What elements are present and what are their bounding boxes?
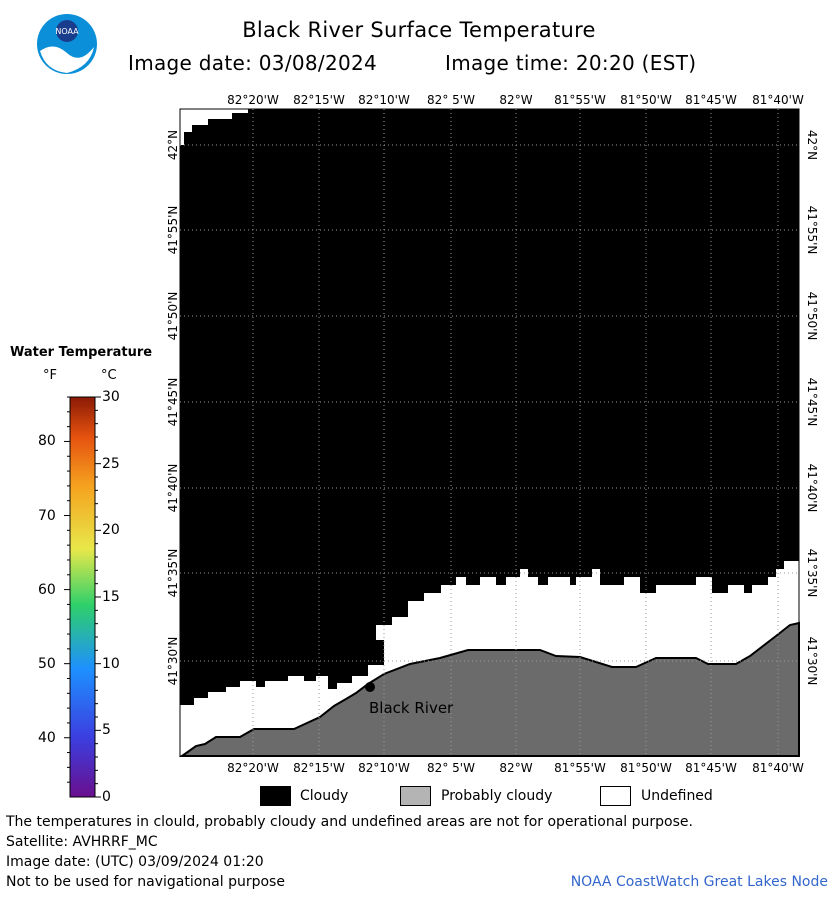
cloudy-key-label: Cloudy [300,788,349,804]
unit-celsius: °C [101,368,117,383]
fahrenheit-tick-label: 60 [38,581,56,598]
longitude-label: 81°45'W [685,761,737,775]
celsius-tick-label: 30 [102,389,120,405]
credit-link[interactable]: NOAA CoastWatch Great Lakes Node [570,874,828,890]
fahrenheit-tick-label: 50 [38,655,56,672]
celsius-tick-label: 15 [102,589,120,605]
fahrenheit-tick-label: 40 [38,729,56,746]
nav-warning: Not to be used for navigational purpose [6,874,285,890]
page-title: Black River Surface Temperature [242,18,596,42]
black-river-marker [365,682,375,692]
longitude-label: 81°55'W [554,761,606,775]
latitude-label: 41°30'N [805,637,819,686]
longitude-label: 82°20'W [227,761,279,775]
color-scale [64,396,101,798]
undefined-corner [180,109,248,145]
longitude-label: 81°40'W [752,761,804,775]
longitude-label: 81°50'W [620,761,672,775]
longitude-label: 82°10'W [358,761,410,775]
latitude-label: 41°45'N [166,378,180,427]
longitude-label: 82°W [499,93,532,107]
latitude-label: 41°55'N [166,206,180,255]
longitude-label: 82° 5'W [427,93,475,107]
satellite: Satellite: AVHRRF_MC [6,834,158,850]
unit-fahrenheit: °F [43,368,57,383]
image-time: Image time: 20:20 (EST) [445,51,697,75]
image-date: Image date: 03/08/2024 [128,51,378,75]
latitude-labels-right: 42°N 41°55'N 41°50'N 41°45'N 41°40'N 41°35'N 4… [805,130,819,686]
celsius-tick-label: 0 [102,789,111,805]
latitude-label: 41°40'N [166,464,180,513]
latitude-label: 41°30'N [166,637,180,686]
color-bar [69,396,96,798]
longitude-labels-top: 82°20'W 82°15'W 82°10'W 82° 5'W 82°W 81°55'W 8… [227,93,804,107]
longitude-label: 82°15'W [293,761,345,775]
probably-cloudy-swatch [400,786,431,806]
undefined-swatch [600,786,631,806]
celsius-tick-label: 20 [102,522,120,539]
latitude-label: 41°40'N [805,464,819,513]
longitude-labels-bottom: 82°20'W 82°15'W 82°10'W 82° 5'W 82°W 81°55'W 8… [227,761,804,775]
latitude-label: 42°N [805,130,819,160]
legend-title: Water Temperature [10,345,153,360]
fahrenheit-tick-label: 70 [38,507,56,524]
undefined-key-label: Undefined [641,788,713,804]
latitude-label: 41°55'N [805,206,819,255]
longitude-label: 82°20'W [227,93,279,107]
longitude-label: 81°55'W [554,93,606,107]
latitude-label: 41°45'N [805,378,819,427]
noaa-logo: NOAA [36,13,98,75]
disclaimer: The temperatures in clould, probably clo… [6,814,693,830]
longitude-label: 82° 5'W [427,761,475,775]
celsius-tick-label: 25 [102,455,120,472]
latitude-labels-left: 42°N 41°55'N 41°50'N 41°45'N 41°40'N 41°35'N 4… [166,130,180,686]
black-river-label: Black River [369,699,454,717]
latitude-label: 41°35'N [166,549,180,598]
probably-cloudy-key-label: Probably cloudy [441,788,553,804]
latitude-label: 42°N [166,130,180,160]
latitude-label: 41°35'N [805,549,819,598]
longitude-label: 81°45'W [685,93,737,107]
longitude-label: 81°50'W [620,93,672,107]
noaa-logo-text: NOAA [55,27,79,36]
longitude-label: 82°10'W [358,93,410,107]
longitude-label: 82°15'W [293,93,345,107]
longitude-label: 82°W [499,761,532,775]
utc-date: Image date: (UTC) 03/09/2024 01:20 [6,854,264,870]
latitude-label: 41°50'N [805,292,819,341]
latitude-label: 41°50'N [166,292,180,341]
cloudy-swatch [260,786,291,806]
fahrenheit-tick-label: 80 [38,433,56,450]
celsius-tick-label: 5 [102,722,111,739]
celsius-tick-label: 10 [102,655,120,672]
probably-cloudy-area [178,621,800,757]
longitude-label: 81°40'W [752,93,804,107]
